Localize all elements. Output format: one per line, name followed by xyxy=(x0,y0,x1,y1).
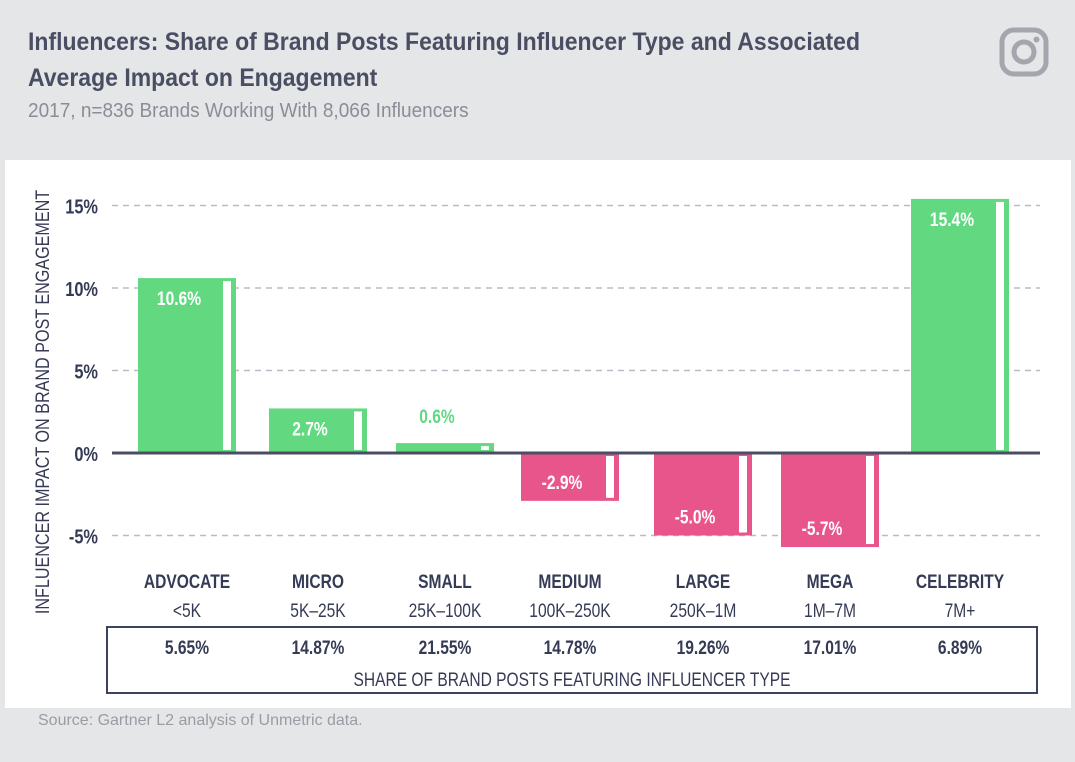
x-axis-label: SHARE OF BRAND POSTS FEATURING INFLUENCE… xyxy=(353,669,790,691)
bar-highlight xyxy=(223,281,231,450)
bar-highlight xyxy=(354,411,362,450)
share-value: 17.01% xyxy=(804,637,857,659)
category-label: MICRO xyxy=(292,571,344,593)
bar-highlight xyxy=(739,456,747,533)
instagram-icon xyxy=(999,27,1049,77)
category-label: SMALL xyxy=(418,571,472,593)
y-tick-label: -5% xyxy=(69,525,98,548)
category-label: CELEBRITY xyxy=(916,571,1005,593)
category-range: 1M–7M xyxy=(804,600,856,622)
category-range: 250K–1M xyxy=(670,600,737,622)
header: Influencers: Share of Brand Posts Featur… xyxy=(0,0,1075,160)
y-axis-label: INFLUENCER IMPACT ON BRAND POST ENGAGEME… xyxy=(32,190,54,614)
category-label: MEGA xyxy=(807,571,854,593)
share-value: 5.65% xyxy=(165,637,209,659)
bar-chart: 15% 10% 5% 0% -5% 10.6% 2.7% 0.6% -2.9% -5.0% -5.… xyxy=(32,190,1040,694)
chart-subtitle: 2017, n=836 Brands Working With 8,066 In… xyxy=(28,100,469,122)
bar-micro xyxy=(269,408,367,453)
chart-title: Influencers: Share of Brand Posts Featur… xyxy=(28,28,861,92)
category-range: 25K–100K xyxy=(409,600,482,622)
share-value: 21.55% xyxy=(419,637,472,659)
y-tick-label: 15% xyxy=(65,195,98,218)
category-range: 100K–250K xyxy=(529,600,611,622)
bar-highlight xyxy=(606,456,614,498)
category-label: LARGE xyxy=(676,571,730,593)
category-range: 5K–25K xyxy=(290,600,346,622)
category-range: <5K xyxy=(173,600,202,622)
bar-value-label: -5.0% xyxy=(675,506,716,528)
bar-value-label: 15.4% xyxy=(930,208,974,230)
source-note: Source: Gartner L2 analysis of Unmetric … xyxy=(38,712,363,729)
bar-value-label: 0.6% xyxy=(419,406,454,428)
y-tick-label: 5% xyxy=(74,360,98,383)
y-tick-label: 0% xyxy=(74,442,98,465)
share-value: 14.78% xyxy=(544,637,597,659)
category-range: 7M+ xyxy=(945,600,976,622)
category-label: ADVOCATE xyxy=(144,571,230,593)
bar-value-label: 10.6% xyxy=(157,288,201,310)
bars xyxy=(138,198,1009,548)
share-table-border xyxy=(106,626,1038,694)
bar-advocate xyxy=(138,278,236,453)
bar-celebrity xyxy=(911,198,1009,453)
bar-large xyxy=(654,453,752,536)
bar-highlight xyxy=(866,456,874,545)
category-labels: ADVOCATE <5K MICRO 5K–25K SMALL 25K–100K MEDIU… xyxy=(144,571,1005,622)
share-value: 14.87% xyxy=(292,637,345,659)
bar-value-label: 2.7% xyxy=(292,418,327,440)
bar-value-label: -2.9% xyxy=(542,471,583,493)
y-tick-label: 10% xyxy=(65,277,98,300)
bar-highlight xyxy=(996,201,1004,450)
bar-medium xyxy=(521,453,619,501)
bar-value-label: -5.7% xyxy=(802,518,843,540)
bar-mega xyxy=(781,453,879,548)
share-value: 19.26% xyxy=(677,637,730,659)
share-value: 6.89% xyxy=(938,637,982,659)
bar-small xyxy=(396,443,494,453)
bar-value-labels: 10.6% 2.7% 0.6% -2.9% -5.0% -5.7% 15.4% xyxy=(157,208,974,539)
share-table: 5.65% 14.87% 21.55% 14.78% 19.26% 17.01% 6.89%… xyxy=(106,626,1038,694)
bar-highlight xyxy=(481,446,489,450)
gridlines xyxy=(112,204,1040,537)
y-axis-ticks: 15% 10% 5% 0% -5% xyxy=(65,195,98,548)
category-label: MEDIUM xyxy=(538,571,601,593)
